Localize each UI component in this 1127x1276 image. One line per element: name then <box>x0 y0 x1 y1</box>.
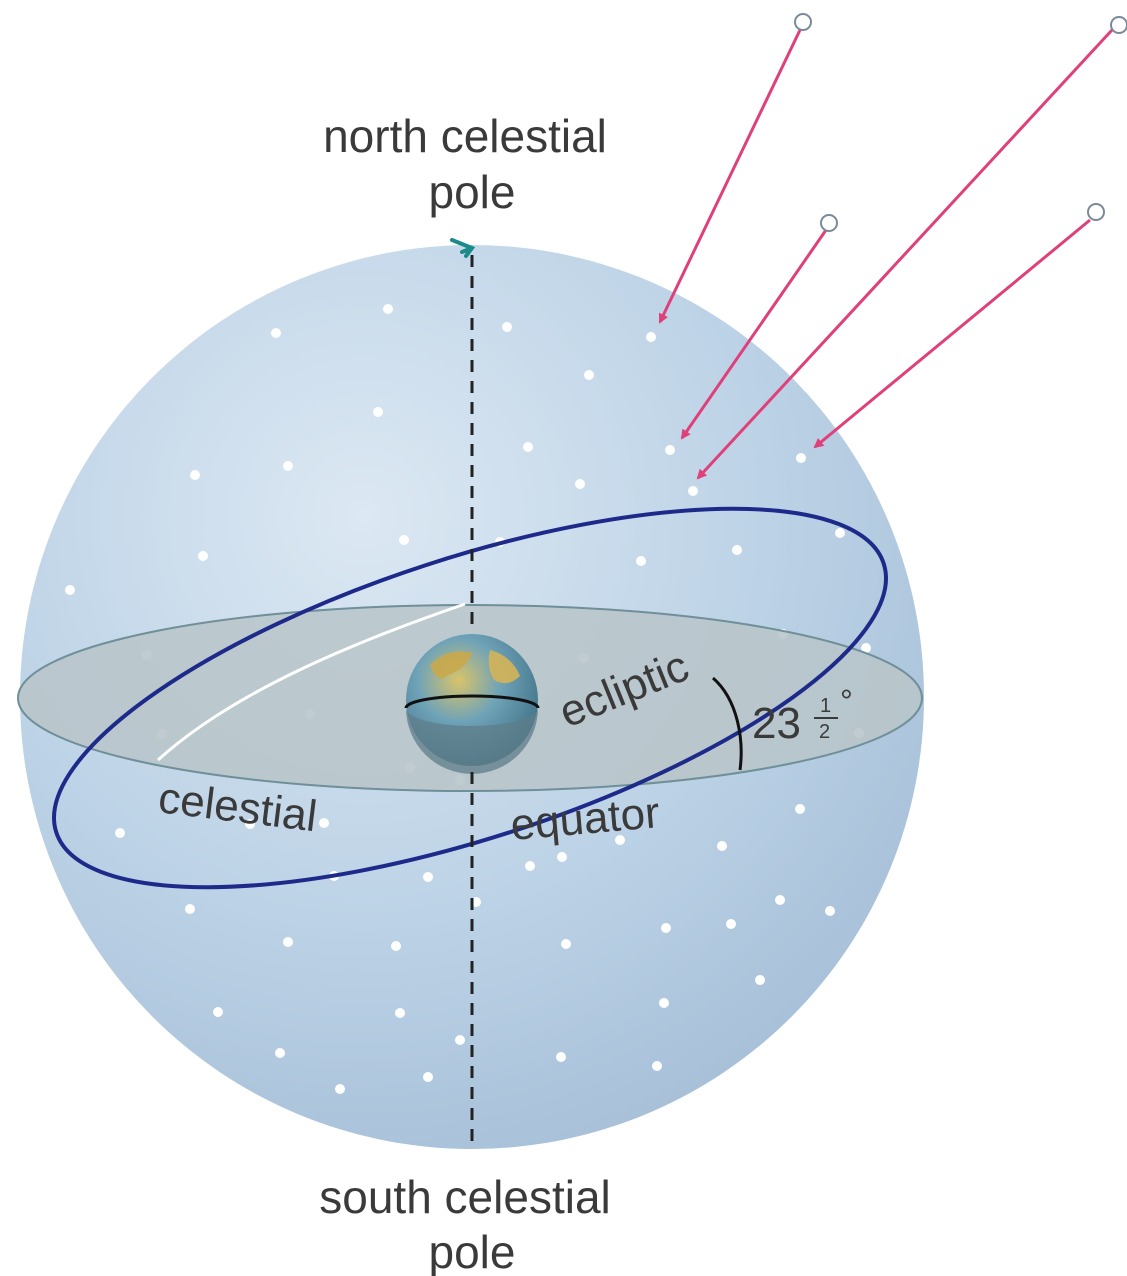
star-dot <box>775 895 785 905</box>
star-dot <box>688 486 698 496</box>
star-dot <box>615 835 625 845</box>
star-dot <box>65 585 75 595</box>
star-dot <box>755 975 765 985</box>
star-dot <box>319 818 329 828</box>
angle-numerator: 1 <box>820 695 831 717</box>
star-dot <box>556 1052 566 1062</box>
angle-arc <box>712 676 743 771</box>
star-dot <box>115 828 125 838</box>
star-dot <box>455 1035 465 1045</box>
star-dot <box>373 407 383 417</box>
earth-globe <box>404 634 540 774</box>
star-dot <box>835 528 845 538</box>
star-dot <box>861 643 871 653</box>
star-dot <box>523 442 533 452</box>
star-dot <box>185 904 195 914</box>
star-dot <box>283 937 293 947</box>
star-dot <box>575 479 585 489</box>
star-dot <box>796 453 806 463</box>
star-dot <box>659 998 669 1008</box>
angle-whole: 23 <box>752 699 801 748</box>
distant-star-icon <box>1110 16 1127 34</box>
angle-denominator: 2 <box>819 721 830 743</box>
star-dot <box>665 445 675 455</box>
north-pole-label-line1: north celestial <box>323 110 607 162</box>
star-dot <box>399 535 409 545</box>
ecliptic-ring <box>52 506 888 890</box>
starlight-arrow <box>680 229 828 440</box>
north-pole-marker-icon <box>450 238 476 258</box>
star-dot <box>271 328 281 338</box>
starlight-arrow <box>813 218 1091 449</box>
star-dot <box>825 906 835 916</box>
star-dot <box>557 852 567 862</box>
north-pole-label-line2: pole <box>429 166 516 218</box>
distant-star-icon <box>820 214 838 232</box>
distant-star-icon <box>1087 203 1105 221</box>
star-dot <box>726 919 736 929</box>
starlight-arrow <box>658 29 802 324</box>
distant-star-markers <box>794 13 1127 232</box>
star-dot <box>198 551 208 561</box>
star-dot <box>584 370 594 380</box>
star-dot <box>717 841 727 851</box>
star-dot <box>190 470 200 480</box>
south-pole-label-line1: south celestial <box>319 1171 611 1223</box>
star-dot <box>652 1061 662 1071</box>
star-dot <box>335 1084 345 1094</box>
star-dot <box>275 1048 285 1058</box>
star-dot <box>383 304 393 314</box>
star-dot <box>423 1072 433 1082</box>
south-pole-label-line2: pole <box>429 1226 516 1276</box>
star-dot <box>646 332 656 342</box>
star-dot <box>395 1008 405 1018</box>
distant-star-icon <box>794 13 812 31</box>
star-dot <box>525 861 535 871</box>
star-dot <box>245 819 255 829</box>
star-dot <box>795 804 805 814</box>
angle-label: 23 1 2 ° <box>752 683 853 748</box>
angle-degree-symbol: ° <box>840 683 853 719</box>
star-dot <box>423 872 433 882</box>
star-dot <box>213 1007 223 1017</box>
star-dot <box>391 941 401 951</box>
starlight-arrow <box>696 28 1114 480</box>
star-dot <box>636 556 646 566</box>
star-dot <box>283 461 293 471</box>
starlight-arrows <box>658 28 1114 480</box>
ecliptic-back-segment <box>156 602 466 762</box>
star-dot <box>561 939 571 949</box>
star-dot <box>732 545 742 555</box>
star-dot <box>502 322 512 332</box>
star-dot <box>661 923 671 933</box>
